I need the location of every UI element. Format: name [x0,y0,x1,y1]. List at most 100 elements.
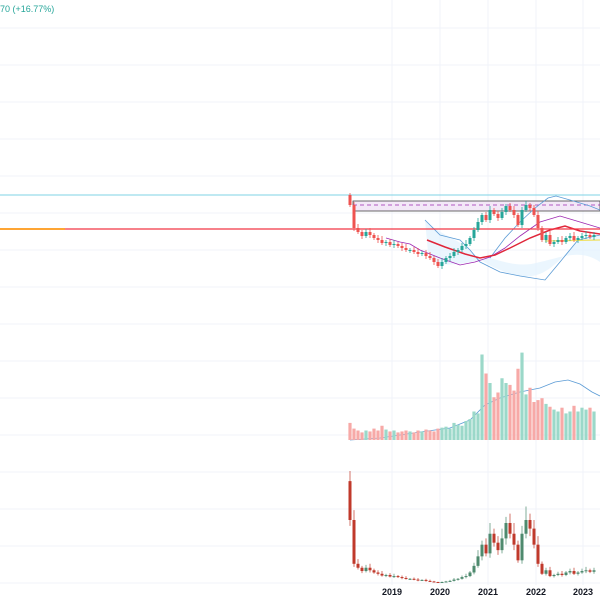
volume-bar [556,411,560,440]
volume-bar [484,373,488,440]
lower-candle-body [368,567,372,571]
volume-bar [356,430,360,440]
volume-bar [380,425,384,440]
volume-bar [480,354,484,440]
candle-body [552,242,556,244]
candle-body [416,252,420,254]
x-tick-label: 2021 [478,587,498,597]
lower-candle-body [496,542,500,551]
candle-body [480,215,484,222]
lower-candle-body [492,533,496,543]
candle-body [360,232,364,236]
volume-bar [468,419,472,440]
candle-body [392,244,396,245]
volume-bar [488,383,492,440]
volume-bar [592,411,596,440]
volume-bar [500,378,504,440]
lower-candle-body [552,574,556,577]
lower-candle-body [484,544,488,554]
lower-candle-body [572,571,576,574]
lower-candle-body [416,579,420,581]
candle-body [388,242,392,245]
volume-bar [568,411,572,440]
candle-body [400,246,404,248]
candle-body [472,230,476,238]
lower-candle-body [500,538,504,551]
lower-candle-body [352,519,356,564]
candle-body [520,210,524,225]
volume-bar [392,430,396,440]
volume-bar [428,430,432,440]
volume-bar [444,426,448,440]
lower-candle-body [560,573,564,575]
lower-candle-body [540,563,544,574]
candle-body [376,238,380,240]
candle-body [452,252,456,256]
lower-candle-body [488,533,492,554]
range-box[interactable] [352,200,600,212]
volume-bar [476,413,480,440]
lower-candle-body [364,567,368,572]
volume-bar [456,424,460,440]
volume-bar [504,383,508,440]
candle-body [440,262,444,266]
volume-bar [464,421,468,440]
volume-bar [588,407,592,440]
candle-body [456,250,460,252]
lower-candle-body [464,576,468,578]
volume-bar [352,428,356,440]
x-tick-label: 2019 [382,587,402,597]
candle-body [492,210,496,214]
volume-bar [472,411,476,440]
volume-bar [388,431,392,440]
volume-bar [520,352,524,440]
candle-body [536,215,540,228]
lower-candle-body [588,570,592,572]
candle-body [404,248,408,250]
volume-bar [496,392,500,440]
lower-candle-body [432,581,436,583]
candle-body [408,250,412,251]
x-tick-label: 2022 [526,587,546,597]
lower-candle-body [504,522,508,539]
candle-body [496,214,500,218]
candle-body [444,258,448,262]
volume-bar [368,431,372,440]
candle-body [588,235,592,237]
lower-candle-body [568,571,572,573]
candle-body [508,206,512,210]
candle-body [576,238,580,240]
volume-bar [460,425,464,440]
candle-body [580,236,584,238]
candle-body [540,228,544,240]
candle-body [512,210,516,215]
candle-body [356,228,360,232]
volume-bar [452,422,456,440]
lower-candle-body [580,571,584,573]
main-candles [348,193,596,269]
lower-candle-body [584,570,588,572]
lower-candle-body [384,574,388,576]
candle-body [516,215,520,225]
price-change-label: 70 (+16.77%) [0,4,55,14]
volume-bar [360,432,364,440]
lower-candle-body [420,579,424,581]
volume-bar [584,409,588,440]
lower-candle-body [516,544,520,561]
lower-candle-body [456,578,460,580]
volume-bar [436,428,440,440]
candle-body [568,236,572,238]
candle-body [428,256,432,258]
candle-body [560,240,564,242]
lower-candle-body [544,570,548,574]
candle-body [380,240,384,243]
candle-body [384,242,388,243]
lower-candle-body [556,573,560,575]
candle-body [476,222,480,230]
lower-candle-body [592,570,596,572]
lower-candle-body [532,528,536,545]
candle-body [420,253,424,254]
lower-candle-body [520,533,524,561]
candle-body [436,262,440,266]
